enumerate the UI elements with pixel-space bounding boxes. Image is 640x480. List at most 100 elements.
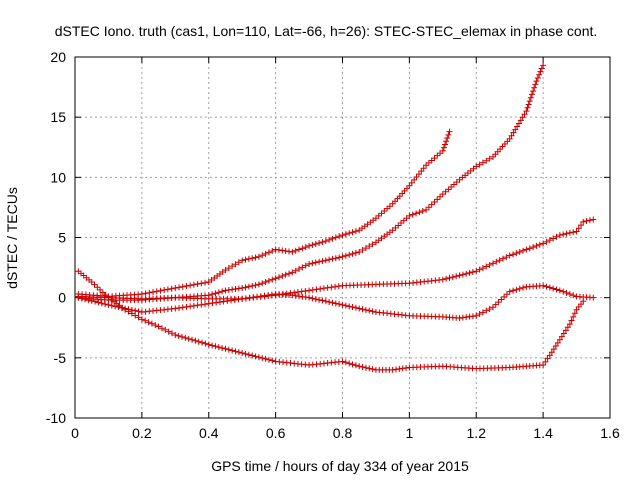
data-point [115,304,122,311]
data-point [553,233,560,240]
data-point [94,284,101,291]
data-point [521,111,528,118]
data-point [265,277,272,284]
data-point [269,247,276,254]
data-point [336,301,343,308]
data-point [362,364,369,371]
data-point [245,283,252,290]
data-point [543,238,550,245]
data-point [312,296,319,303]
data-point [352,228,359,235]
data-point [346,230,353,237]
data-point [540,282,547,289]
data-point [503,254,510,261]
data-point [570,313,577,320]
data-point [142,290,149,297]
data-point [523,246,530,253]
data-point [145,319,152,326]
data-point [313,286,320,293]
data-point [152,322,159,329]
data-point [232,348,239,355]
data-point [566,321,573,328]
data-point [506,288,513,295]
data-point [194,281,201,288]
data-point [486,305,493,312]
data-point [235,349,242,356]
data-point [242,284,249,291]
data-point [352,304,359,311]
data-point [550,235,557,242]
data-point [332,234,339,241]
data-point [346,251,353,258]
data-point [496,257,503,264]
data-point [319,297,326,304]
data-point [423,206,430,213]
data-point [566,229,573,236]
data-point [556,287,563,294]
data-point [265,249,272,256]
data-point [583,218,590,225]
data-point [489,304,496,311]
data-point [336,254,343,261]
data-point [524,104,531,111]
data-point [245,351,252,358]
data-point [329,235,336,242]
data-point [526,245,533,252]
data-point [272,275,279,282]
data-point [352,249,359,256]
data-point [369,308,376,315]
data-point [413,210,420,217]
data-point [215,289,222,296]
data-point [296,246,303,253]
data-point [128,310,135,317]
data-point [298,288,305,295]
data-point [82,296,89,303]
data-point [536,241,543,248]
data-point [172,331,179,338]
data-point [190,302,197,309]
data-point [302,262,309,269]
data-point [366,365,373,372]
series-sat-e [75,268,587,373]
data-point [155,323,162,330]
data-point [463,270,470,277]
data-point [326,298,333,305]
data-point [544,355,551,362]
y-axis-label: dSTEC / TECUs [4,187,20,289]
data-point [202,301,209,308]
data-point [187,282,194,289]
data-point [369,241,376,248]
data-point [510,251,517,258]
data-point [269,357,276,364]
data-point [102,292,109,299]
data-point [501,293,508,300]
data-point [556,336,563,343]
data-point [309,241,316,248]
data-point [199,339,206,346]
data-point [476,161,483,168]
data-point [135,308,142,315]
data-point [554,339,561,346]
data-point [527,94,534,101]
data-point [98,300,105,307]
data-point [225,265,232,272]
data-point [187,303,194,310]
data-point [336,233,343,240]
data-point [508,132,515,139]
data-point [142,317,149,324]
data-point [489,260,496,267]
data-point [322,238,329,245]
data-point [479,265,486,272]
data-point [446,128,453,135]
data-point [456,272,463,279]
data-point [548,349,555,356]
data-point [476,311,483,318]
data-point [245,255,252,262]
data-point [299,264,306,271]
chart-title: dSTEC Iono. truth (cas1, Lon=110, Lat=-6… [55,23,598,39]
y-tick-label: 20 [50,49,66,65]
data-point [138,316,145,323]
data-point [590,216,597,223]
data-point [349,229,356,236]
